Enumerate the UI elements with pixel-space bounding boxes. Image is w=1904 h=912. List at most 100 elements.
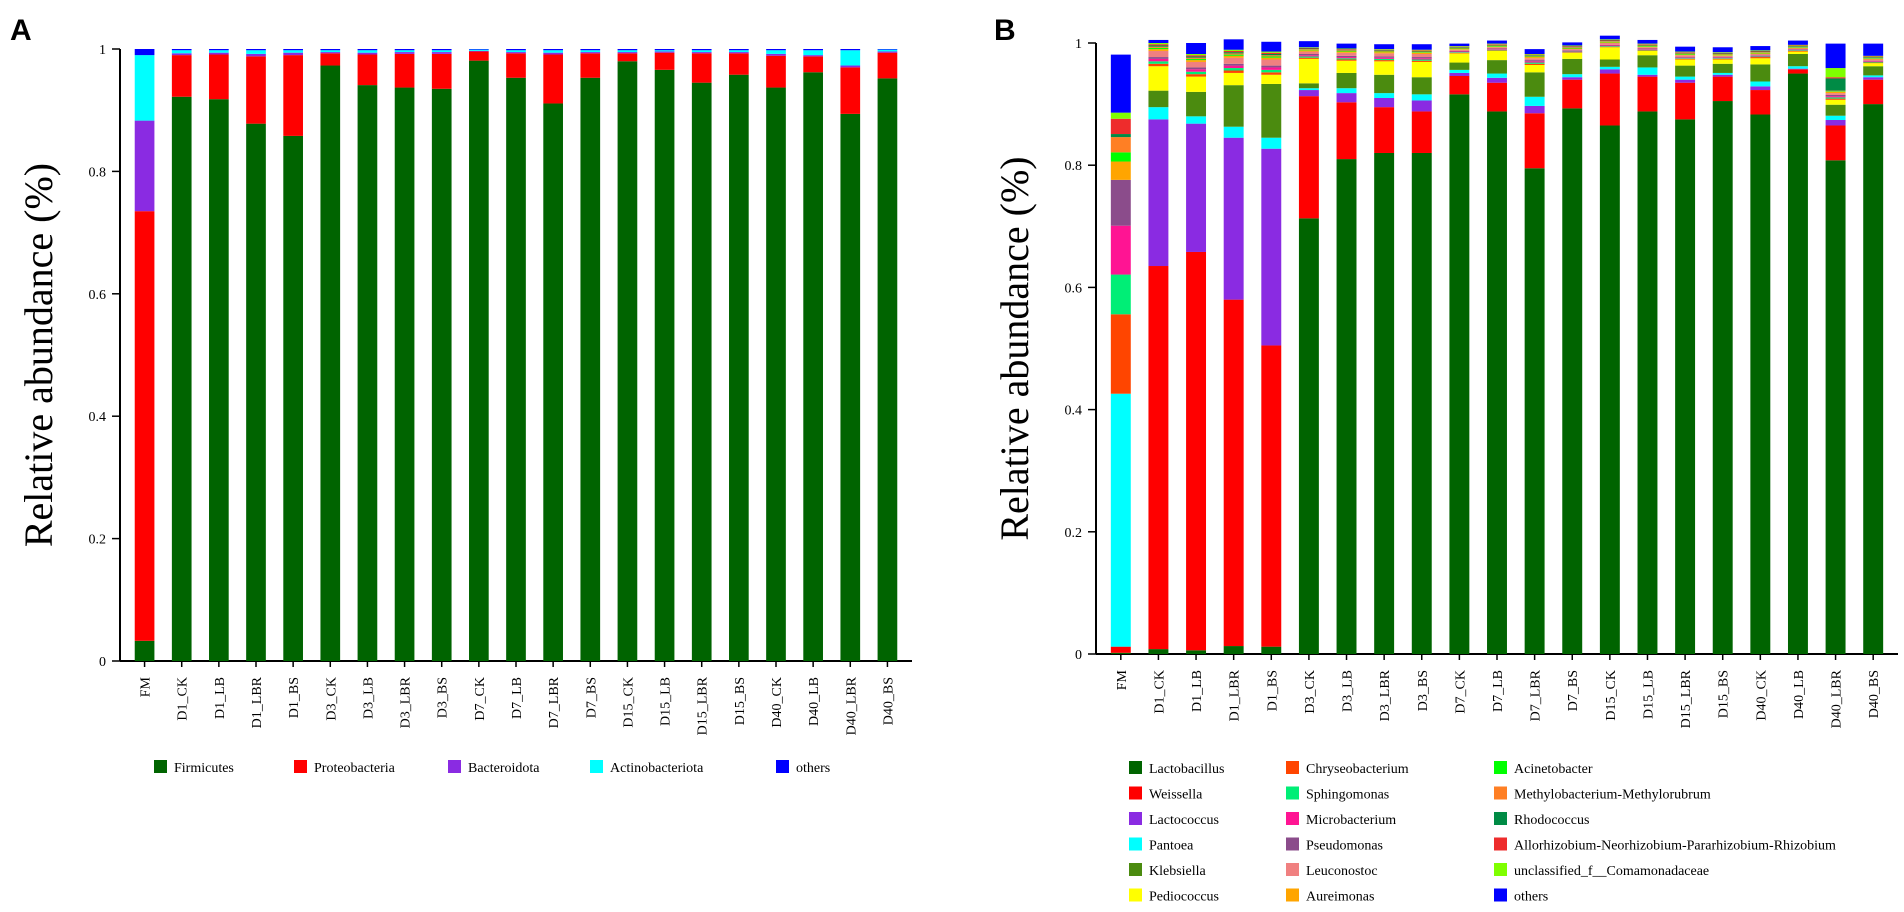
bar-segment: [1675, 57, 1696, 59]
bar-segment: [283, 52, 303, 56]
bar-segment: [1374, 52, 1395, 54]
bar-segment: [506, 52, 526, 54]
bar-segment: [1487, 82, 1507, 112]
x-tick-label: D3_BS: [436, 677, 451, 718]
bar-segment: [1110, 652, 1131, 654]
bar-stack-d1_ck: [171, 49, 192, 661]
bar-segment: [1637, 44, 1658, 45]
bar-segment: [617, 52, 638, 54]
x-tick-label: FM: [1115, 669, 1130, 690]
legend-label: unclassified_f__Comamonadaceae: [1514, 864, 1709, 879]
bar-segment: [1750, 64, 1771, 82]
y-tick-label: 0.6: [1065, 281, 1083, 296]
bar-segment: [171, 53, 192, 56]
legend-swatch: [1494, 863, 1507, 876]
bar-segment: [209, 54, 229, 100]
bar-segment: [1712, 74, 1733, 77]
bar-segment: [1825, 78, 1846, 91]
bar-segment: [1675, 82, 1696, 120]
bar-segment: [840, 50, 861, 66]
bar-segment: [840, 65, 861, 68]
bar-segment: [1110, 152, 1131, 162]
bar-segment: [1186, 53, 1207, 56]
bar-segment: [1110, 314, 1131, 394]
bar-stack-d15_ck: [617, 49, 638, 662]
bar-segment: [1186, 71, 1207, 75]
bar-segment: [1223, 49, 1244, 51]
legend-label: Proteobacteria: [314, 761, 396, 776]
bar-segment: [1712, 72, 1733, 75]
bar-stack-d7_bs: [580, 49, 601, 662]
bar-segment: [1148, 57, 1169, 59]
bar-segment: [1374, 93, 1395, 98]
x-tick-label: D3_CK: [324, 677, 339, 721]
bar-segment: [1261, 345, 1282, 647]
bar-segment: [1750, 52, 1771, 54]
bar-segment: [1562, 47, 1583, 49]
bar-segment: [209, 49, 229, 51]
bar-segment: [1712, 76, 1733, 102]
bar-segment: [1186, 61, 1207, 68]
bar-segment: [803, 50, 823, 56]
bar-segment: [1675, 57, 1696, 58]
bar-segment: [1825, 91, 1846, 92]
bar-segment: [1298, 218, 1319, 654]
bar-segment: [1863, 56, 1884, 58]
bar-segment: [1712, 58, 1733, 60]
bar-segment: [1186, 60, 1207, 62]
bar-segment: [1411, 52, 1432, 53]
bar-segment: [1223, 55, 1244, 58]
bar-segment: [431, 88, 452, 661]
bar-segment: [1411, 58, 1432, 60]
legend-item: Leuconostoc: [1286, 863, 1378, 879]
bar-stack-d40_ck: [1750, 46, 1771, 654]
bar-stack-d7_ck: [469, 49, 489, 662]
bar-segment: [1562, 77, 1583, 80]
bar-stack-d40_lbr: [1825, 43, 1846, 654]
bar-segment: [1599, 125, 1620, 655]
bar-segment: [654, 51, 675, 53]
legend-swatch: [1129, 888, 1142, 902]
bar-segment: [1261, 69, 1282, 73]
bar-stack-d15_bs: [1712, 47, 1733, 655]
bar-segment: [1223, 72, 1244, 86]
bar-segment: [1562, 46, 1583, 47]
bar-segment: [1261, 51, 1282, 53]
panel-label: A: [10, 14, 32, 47]
bar-segment: [1750, 51, 1771, 53]
bar-stack-d7_ck: [1449, 43, 1470, 655]
bar-segment: [1374, 51, 1395, 53]
bar-segment: [1524, 105, 1545, 114]
legend: Lactobacillus Weissella Lactococcus Pantoea…: [1129, 761, 1836, 905]
bar-segment: [1787, 50, 1808, 52]
bar-segment: [1411, 77, 1432, 95]
bar-segment: [1223, 70, 1244, 73]
bar-segment: [1374, 50, 1395, 52]
bar-segment: [1223, 646, 1244, 654]
x-tick-label: D1_BS: [1265, 670, 1280, 711]
x-tick-label: D7_LB: [1491, 670, 1506, 712]
bar-segment: [1336, 102, 1357, 160]
bar-segment: [1562, 58, 1583, 75]
bar-segment: [1186, 251, 1207, 651]
bar-segment: [1148, 61, 1169, 64]
bar-segment: [1487, 47, 1507, 49]
bar-segment: [1863, 58, 1884, 60]
bar-segment: [1336, 49, 1357, 51]
x-tick-label: D3_CK: [1303, 670, 1318, 714]
bar-segment: [1449, 50, 1470, 52]
x-tick-label: D40_LBR: [1830, 669, 1845, 728]
bar-segment: [1411, 51, 1432, 53]
bar-segment: [1487, 49, 1507, 50]
bar-segment: [1261, 646, 1282, 654]
legend-label: Bacteroidota: [468, 761, 540, 776]
bar-segment: [171, 55, 192, 97]
x-tick-label: D7_LBR: [547, 676, 562, 728]
bar-segment: [1110, 646, 1131, 653]
bar-segment: [320, 50, 341, 53]
bar-segment: [1186, 91, 1207, 117]
x-tick-label: D7_BS: [584, 677, 599, 718]
bar-segment: [1524, 49, 1545, 54]
bar-segment: [766, 55, 786, 88]
